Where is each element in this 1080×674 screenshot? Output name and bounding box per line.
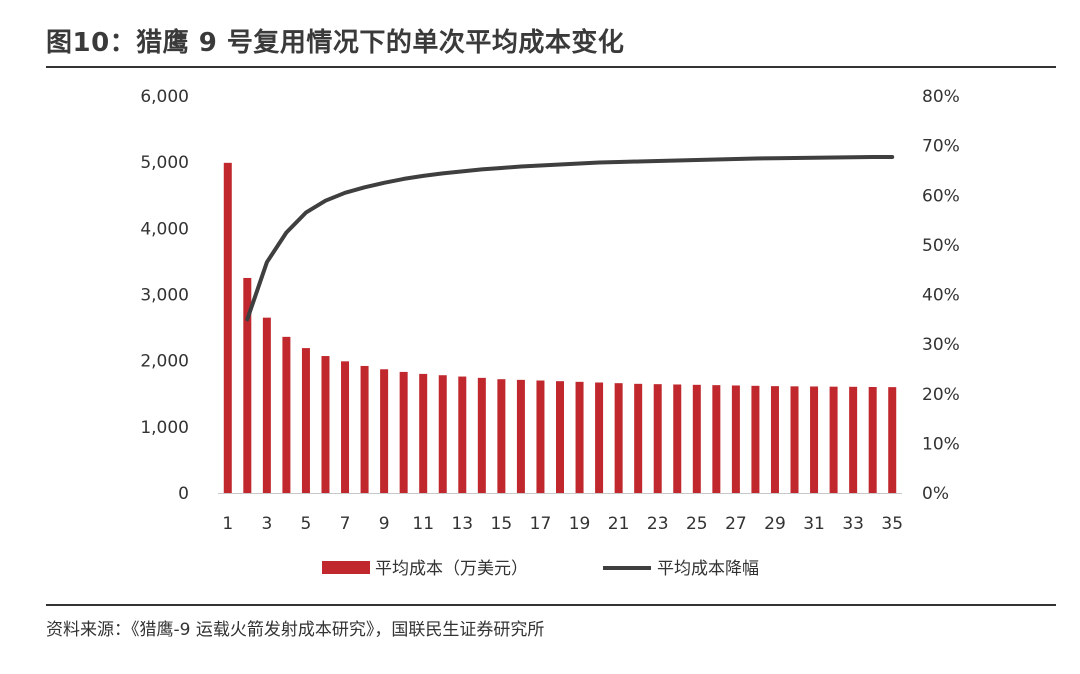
x-tick-label: 25 [686,514,708,534]
left-tick-label: 6,000 [140,87,189,107]
bar [458,376,467,493]
x-tick-label: 1 [222,514,233,534]
figure-title: 图10：猎鹰 9 号复用情况下的单次平均成本变化 [46,28,625,58]
right-axis: 0% 10% 20% 30% 40% 50% 60% 70% 80% [922,87,960,504]
right-tick-label: 50% [922,236,960,256]
bar [477,377,486,493]
source-note: 资料来源：《猎鹰-9 运载火箭发射成本研究》，国联民生证券研究所 [46,620,545,640]
bar [223,162,232,493]
bar [419,373,428,493]
bar [888,387,897,493]
bar [301,348,310,493]
right-tick-label: 0% [922,484,949,504]
bar [673,384,682,493]
left-tick-label: 4,000 [140,219,189,239]
x-tick-label: 23 [647,514,669,534]
x-tick-label: 13 [451,514,473,534]
x-tick-label: 21 [608,514,630,534]
left-axis: 0 1,000 2,000 3,000 4,000 5,000 6,000 [140,87,189,504]
source-rule [46,604,1056,606]
left-tick-label: 2,000 [140,352,189,372]
bar [321,356,330,493]
legend: 平均成本（万美元） 平均成本降幅 [322,559,759,579]
bar [712,385,721,493]
x-tick-label: 5 [301,514,312,534]
right-tick-label: 60% [922,186,960,206]
x-tick-label: 35 [881,514,903,534]
x-tick-label: 17 [530,514,552,534]
bar [497,379,506,493]
bar [770,386,779,493]
legend-line-label: 平均成本降幅 [657,559,759,579]
bar [282,336,291,493]
legend-bar-swatch [322,561,370,574]
x-tick-label: 7 [340,514,351,534]
bar [829,386,838,493]
bar [380,369,389,493]
x-tick-label: 33 [842,514,864,534]
left-tick-label: 3,000 [140,286,189,306]
legend-bar-label: 平均成本（万美元） [375,559,528,579]
left-tick-label: 1,000 [140,418,189,438]
bar [751,385,760,493]
bar [810,386,819,493]
bar [438,375,447,493]
bar [614,383,623,493]
bar [516,379,525,493]
x-tick-label: 29 [764,514,786,534]
bar [653,384,662,493]
bar [262,317,271,493]
title-rule [46,66,1056,68]
bar [634,383,643,493]
x-tick-label: 27 [725,514,747,534]
right-tick-label: 70% [922,137,960,157]
x-tick-label: 31 [803,514,825,534]
bar [790,386,799,493]
bar [341,361,350,493]
x-tick-label: 3 [261,514,272,534]
bar [399,371,408,493]
right-tick-label: 40% [922,286,960,306]
x-tick-label: 11 [412,514,434,534]
bar [243,277,252,493]
bar-series [223,162,897,493]
right-tick-label: 10% [922,434,960,454]
bar [849,386,858,493]
x-tick-label: 19 [569,514,591,534]
bar [360,365,369,493]
x-tick-label: 15 [491,514,513,534]
bar [536,380,545,493]
bar [595,382,604,493]
bar [868,387,877,493]
bar [731,385,740,493]
x-axis: 1 3 5 7 9 11 13 15 17 19 21 23 25 27 29 31 33 35 [222,514,903,534]
right-tick-label: 20% [922,385,960,405]
right-tick-label: 30% [922,335,960,355]
line-series [245,155,895,322]
x-tick-label: 9 [379,514,390,534]
bar [556,381,564,493]
bar [692,384,701,493]
left-tick-label: 0 [178,484,189,504]
right-tick-label: 80% [922,87,960,107]
bar [575,381,584,493]
left-tick-label: 5,000 [140,153,189,173]
